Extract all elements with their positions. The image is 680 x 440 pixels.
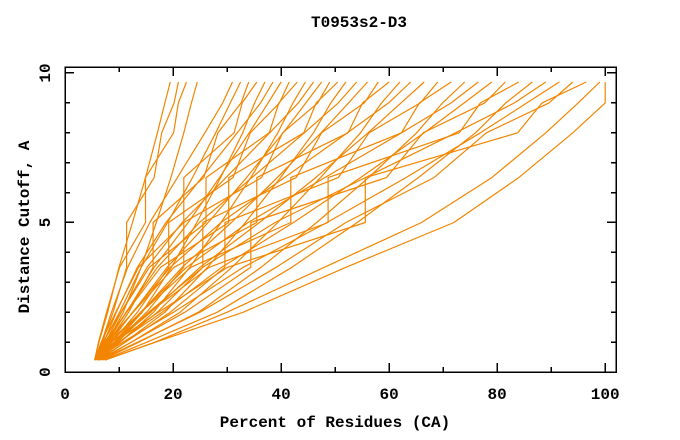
x-tick-label: 80 [488, 386, 507, 404]
x-tick-label: 0 [60, 386, 70, 404]
y-tick-label: 5 [37, 218, 55, 228]
model-curve-32 [98, 81, 506, 361]
x-axis-label: Percent of Residues (CA) [219, 414, 451, 432]
model-curve-35 [94, 81, 547, 361]
model-curve-21 [94, 81, 368, 361]
plot-border [64, 66, 617, 373]
model-curve-23 [94, 81, 390, 361]
chart-title: T0953s2-D3 [310, 14, 408, 32]
model-curve-20 [94, 81, 358, 361]
model-curve-38 [94, 81, 587, 361]
model-curve-31 [94, 81, 493, 361]
x-tick-label: 100 [591, 386, 620, 404]
x-tick-label: 60 [380, 386, 399, 404]
model-curve-39 [104, 81, 601, 361]
model-curve-16 [94, 81, 323, 361]
y-tick-label: 10 [37, 63, 55, 82]
model-curve-18 [94, 81, 339, 361]
model-curve-12 [96, 81, 290, 361]
model-curve-1 [94, 81, 171, 361]
model-curve-26 [94, 81, 425, 361]
model-curve-13 [94, 81, 298, 361]
model-curve-25 [94, 81, 412, 361]
y-tick-label: 0 [37, 367, 55, 377]
model-curve-10 [94, 81, 274, 361]
model-curve-5 [94, 81, 234, 361]
model-curve-11 [94, 81, 282, 361]
model-curve-15 [94, 81, 314, 361]
model-curve-28 [94, 81, 452, 361]
x-tick-label: 40 [271, 386, 290, 404]
model-curve-37 [99, 81, 574, 361]
model-curve-19 [99, 81, 347, 361]
model-curve-40 [104, 82, 606, 361]
model-curve-30 [94, 81, 479, 361]
model-curve-3 [94, 81, 188, 361]
x-tick-label: 20 [163, 386, 182, 404]
model-curve-36 [94, 81, 560, 361]
